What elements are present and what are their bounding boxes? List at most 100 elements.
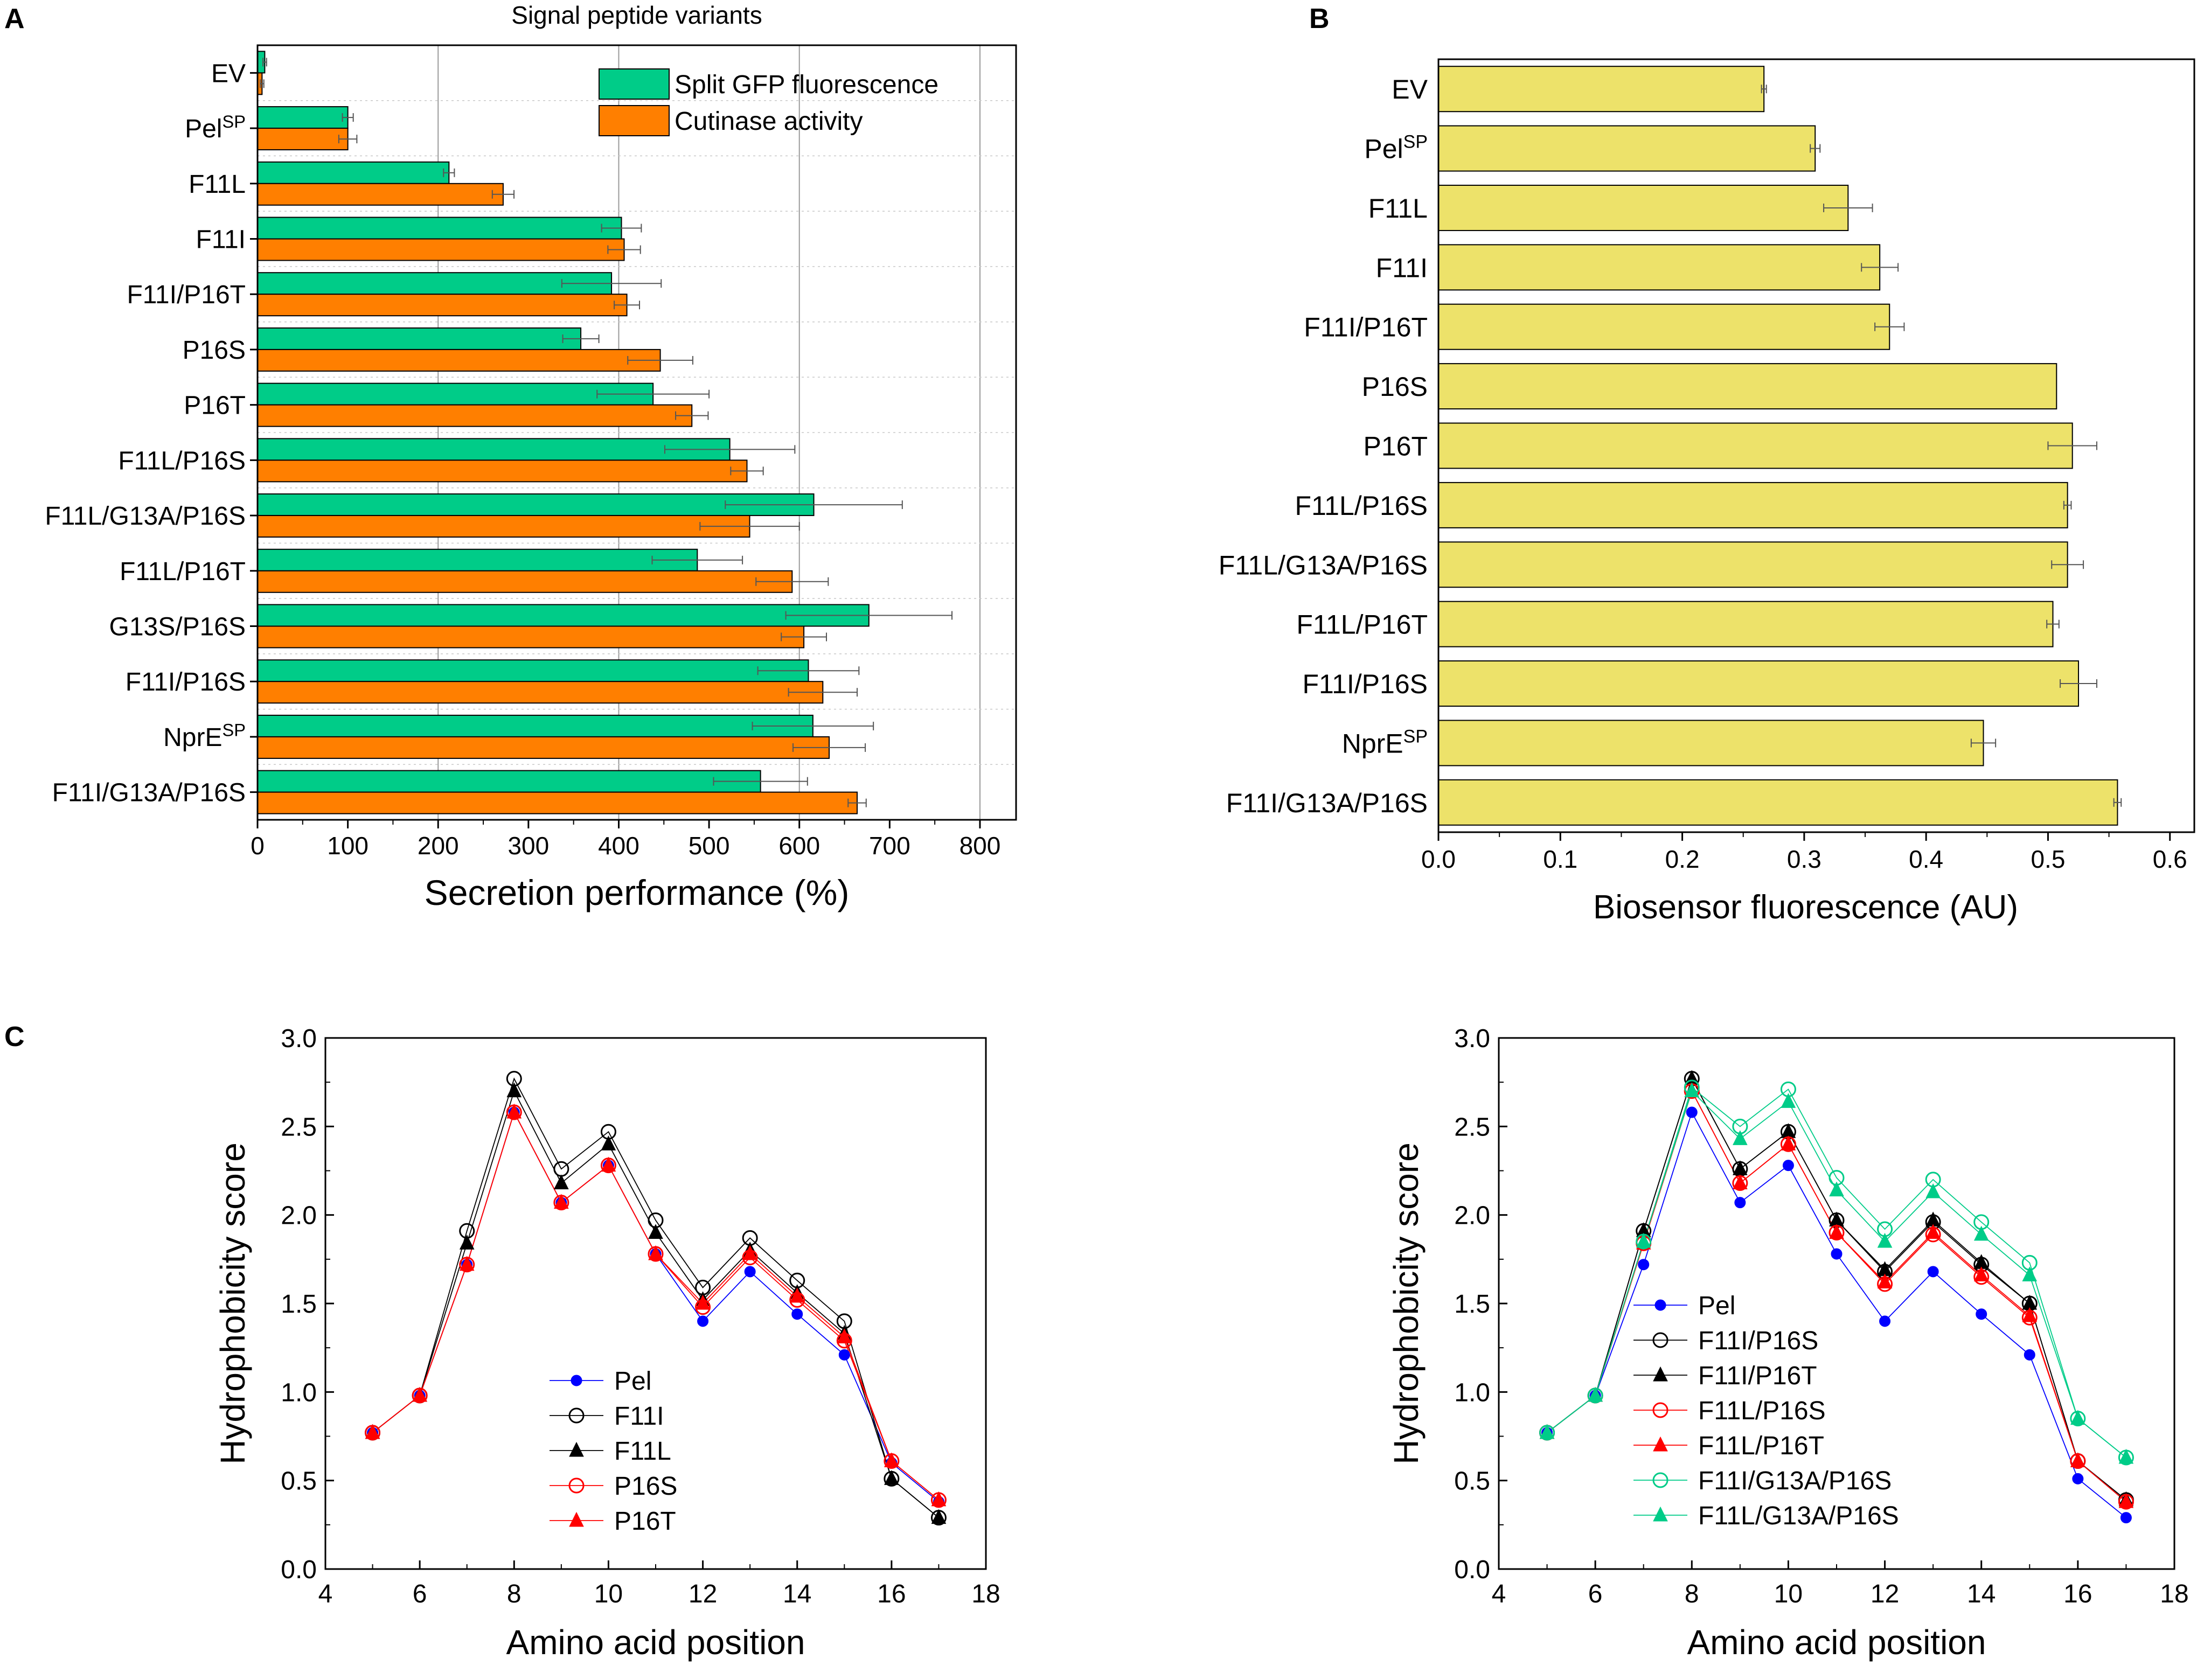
x-tick-label: 16: [877, 1580, 906, 1608]
y-tick-label: 1.5: [1454, 1290, 1490, 1319]
x-tick-label: 18: [2160, 1580, 2188, 1608]
category-label: F11I/P16T: [1304, 312, 1428, 343]
data-point: [931, 1509, 947, 1524]
data-point: [2022, 1266, 2038, 1281]
data-point: [1831, 1248, 1843, 1260]
category-label: F11L/P16T: [120, 557, 246, 586]
bar-cutinase: [257, 791, 858, 814]
bar-gfp: [257, 106, 349, 129]
x-tick-label: 0.4: [1909, 845, 1943, 873]
bar-biosensor: [1438, 184, 1849, 231]
bar-biosensor: [1438, 601, 2054, 647]
data-point: [1638, 1259, 1650, 1271]
category-label-base: EV: [211, 59, 246, 88]
data-point: [1781, 1135, 1796, 1151]
x-tick-label: 14: [783, 1580, 811, 1608]
bar-biosensor: [1438, 244, 1881, 291]
panel-label-c: C: [4, 1021, 25, 1052]
bar-cutinase: [257, 348, 661, 372]
panel-label-b: B: [1309, 3, 1330, 34]
bar-cutinase: [257, 570, 793, 593]
data-point: [695, 1294, 711, 1310]
category-label-base: F11I: [196, 226, 246, 254]
data-point: [1733, 1130, 1748, 1145]
bar-gfp: [257, 327, 582, 350]
legend-label: F11I/P16T: [1698, 1362, 1817, 1390]
x-tick-label: 8: [1685, 1580, 1699, 1608]
data-point: [2118, 1448, 2134, 1464]
category-label-base: F11L/P16S: [118, 447, 246, 475]
chart-a: EVPelSPF11LF11IF11I/P16TP16SP16TF11L/P16…: [45, 1, 1017, 912]
data-point: [2024, 1349, 2035, 1361]
legend-marker: [1652, 1332, 1668, 1348]
data-point: [1973, 1225, 1989, 1241]
category-label-base: P16S: [1362, 372, 1428, 402]
series-line: [1547, 1111, 2126, 1518]
data-point: [884, 1470, 899, 1485]
legend-label: Pel: [1698, 1292, 1735, 1320]
bar-cutinase: [257, 625, 805, 649]
legend-swatch-cutinase: [599, 105, 670, 136]
x-tick-label: 4: [1492, 1580, 1506, 1608]
category-label: P16S: [1362, 372, 1428, 402]
x-tick-label: 0.0: [1421, 845, 1456, 873]
series-line: [372, 1077, 940, 1518]
legend-marker: [1652, 1472, 1668, 1488]
x-axis-label: Biosensor fluorescence (AU): [1593, 889, 2018, 926]
category-label-sup: SP: [1403, 132, 1428, 152]
data-point: [837, 1328, 852, 1343]
legend-marker: [568, 1477, 585, 1494]
legend-label: F11L/P16T: [1698, 1432, 1824, 1460]
category-label: F11I/G13A/P16S: [52, 779, 246, 807]
data-point: [2070, 1410, 2085, 1425]
data-point: [2070, 1452, 2085, 1468]
x-tick-label: 200: [418, 832, 459, 860]
category-label: G13S/P16S: [109, 613, 246, 642]
bar-biosensor: [1438, 303, 1890, 350]
category-label-base: F11I/P16T: [1304, 312, 1428, 343]
category-label: F11I/G13A/P16S: [1226, 788, 1428, 818]
x-tick-label: 10: [594, 1580, 623, 1608]
y-tick-label: 1.0: [1454, 1378, 1490, 1407]
category-label: F11L/G13A/P16S: [45, 502, 246, 531]
legend-marker: [569, 1441, 584, 1457]
data-point: [506, 1082, 522, 1098]
x-axis-label: Amino acid position: [506, 1623, 805, 1662]
legend-label-cutinase: Cutinase activity: [675, 107, 863, 136]
x-tick-label: 8: [507, 1580, 522, 1608]
data-point: [459, 1235, 475, 1250]
legend-label: Pel: [614, 1367, 651, 1396]
bar-biosensor: [1438, 125, 1816, 172]
data-point: [1925, 1224, 1941, 1239]
x-tick-label: 10: [1774, 1580, 1803, 1608]
legend-swatch-gfp: [599, 68, 670, 100]
x-tick-label: 500: [689, 832, 730, 860]
legend-marker: [569, 1511, 584, 1527]
bar-biosensor: [1438, 779, 2118, 826]
chart-title: Signal peptide variants: [511, 1, 762, 29]
category-label: F11L/P16T: [1296, 610, 1428, 640]
data-point: [2072, 1473, 2084, 1484]
legend-label: F11L/P16S: [1698, 1397, 1826, 1425]
bar-gfp: [257, 382, 654, 406]
y-tick-label: 1.0: [281, 1378, 317, 1407]
data-point: [648, 1224, 663, 1239]
bar-gfp: [257, 161, 450, 184]
data-point: [742, 1245, 757, 1260]
series-line: [1547, 1090, 2127, 1502]
x-tick-label: 400: [598, 832, 639, 860]
category-label: NprESP: [163, 720, 246, 752]
category-label: F11I/P16T: [127, 281, 246, 309]
data-point: [459, 1256, 475, 1271]
category-label-base: P16S: [183, 336, 246, 365]
x-tick-label: 600: [778, 832, 820, 860]
x-tick-label: 6: [413, 1580, 427, 1608]
y-tick-label: 0.0: [281, 1556, 317, 1584]
x-tick-label: 16: [2063, 1580, 2092, 1608]
legend-marker: [1652, 1402, 1668, 1418]
y-tick-label: 3.0: [1454, 1024, 1490, 1053]
category-label: NprESP: [1342, 726, 1428, 758]
bar-cutinase: [257, 736, 830, 759]
